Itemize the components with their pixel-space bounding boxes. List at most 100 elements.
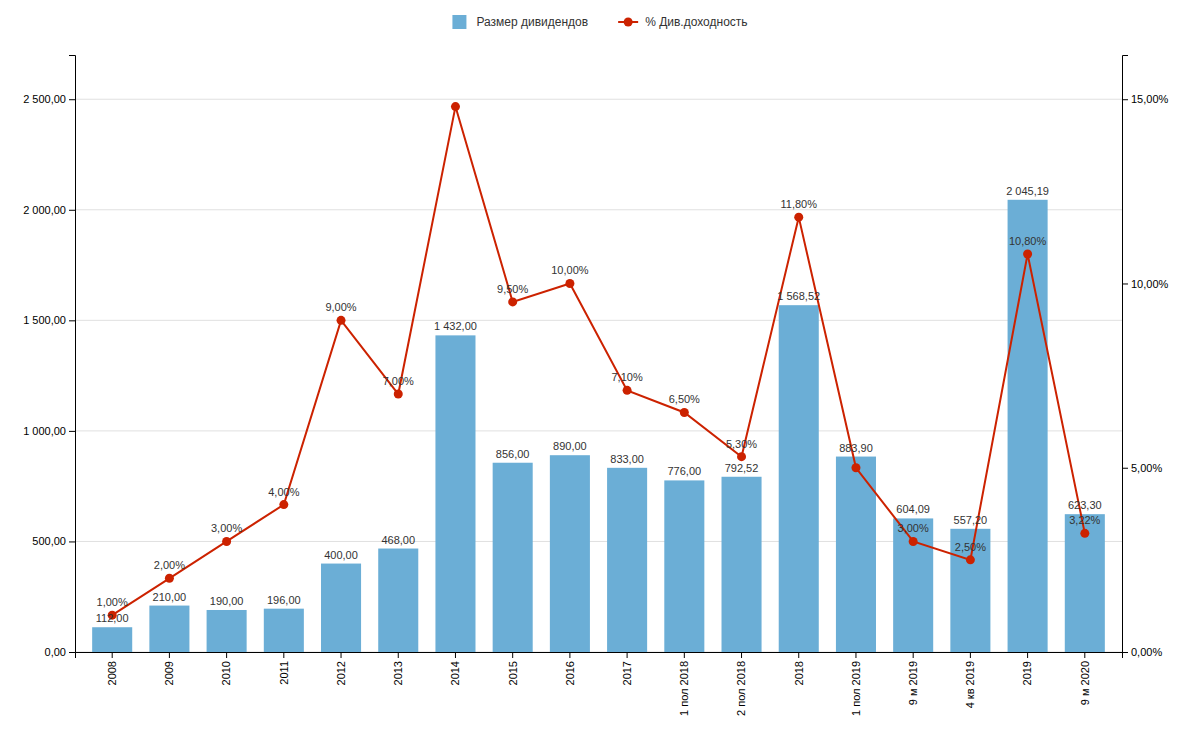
legend: Размер дивидендов % Див.доходность [452,15,747,29]
marker [508,297,517,306]
marker [966,555,975,564]
tick-mark [112,652,113,658]
bar [149,606,189,652]
x-tick-label: 4 кв 2019 [964,661,976,708]
marker [222,537,231,546]
x-tick: 4 кв 2019 [964,652,976,708]
line-label: 3,00% [211,522,242,534]
tick-mark [69,320,75,321]
line-label: 11,80% [780,198,817,210]
x-axis: 2008200920102011201220132014201520162017… [76,652,1123,716]
axis-line [76,653,1123,659]
x-tick-label: 2009 [163,661,175,685]
bar-label: 883,90 [839,442,873,454]
bar-label: 1 432,00 [434,320,477,332]
bar-label: 623,30 [1068,499,1102,511]
marker [337,316,346,325]
marker [394,390,403,399]
x-tick: 9 м 2020 [1079,652,1091,705]
tick-mark [569,652,570,658]
x-tick-label: 9 м 2020 [1079,661,1091,705]
tick-mark [283,652,284,658]
y2-axis-tick: 0,00% [1122,646,1162,658]
marker [279,500,288,509]
x-tick: 2015 [507,652,519,685]
bar-label: 557,20 [954,514,988,526]
tick-mark [741,652,742,658]
legend-label: % Див.доходность [645,15,747,29]
marker [909,537,918,546]
y2-axis-tick: 5,00% [1122,462,1162,474]
bar [92,627,132,652]
y-axis-tick: 0,00 [45,646,75,658]
x-tick: 2017 [621,652,633,685]
grid-line [75,209,1122,210]
axis-line [69,56,76,653]
tick-mark [970,652,971,658]
y2-axis-tick-label: 15,00% [1131,93,1169,105]
x-tick: 2011 [278,652,290,685]
markers [108,102,1090,620]
tick-mark [1122,283,1128,284]
bar [893,518,933,652]
bar [1008,200,1048,652]
bar-label: 2 045,19 [1006,185,1049,197]
x-tick: 2 пол 2018 [735,652,747,716]
x-tick-label: 2015 [507,661,519,685]
line-label: 4,00% [268,486,299,498]
y-axis-tick: 1 500,00 [23,314,75,326]
x-tick-label: 2016 [564,661,576,685]
tick-mark [1122,99,1128,100]
line-label: 5,30% [726,438,757,450]
tick-mark [1084,652,1085,658]
grid-line [75,320,1122,321]
x-tick-label: 2019 [1021,661,1033,685]
line-label: 10,80% [1009,235,1047,247]
bar-label: 856,00 [496,448,530,460]
marker [737,452,746,461]
tick-mark [855,652,856,658]
legend-swatch [452,15,466,29]
line-label: 1,00% [97,596,128,608]
bar [550,455,590,652]
y2-axis: 0,00% 5,00% 10,00% 15,00% [1122,56,1169,659]
tick-mark [226,652,227,658]
y-axis-tick-label: 1 000,00 [23,425,66,437]
tick-mark [69,541,75,542]
x-tick: 2018 [793,652,805,685]
x-tick-label: 2012 [335,661,347,685]
x-tick-label: 9 м 2019 [907,661,919,705]
y-axis-tick-label: 500,00 [32,535,66,547]
grid-line [75,99,1122,100]
bar-label: 890,00 [553,440,587,452]
tick-mark [627,652,628,658]
bar-label: 112,00 [96,612,129,624]
marker [1023,250,1032,259]
grid [75,99,1122,652]
bar-label: 833,00 [610,453,644,465]
legend-item: Размер дивидендов [452,15,588,29]
plot: 112,00210,00190,00196,00400,00468,001 43… [23,56,1168,716]
tick-mark [341,652,342,658]
bar [607,468,647,652]
x-tick-label: 1 пол 2019 [850,661,862,716]
bar-label: 196,00 [267,594,301,606]
bar [493,463,533,652]
line-label: 2,50% [955,541,986,553]
y2-axis-tick: 10,00% [1122,278,1169,290]
bar [207,610,247,652]
marks [92,102,1105,652]
marker [1080,529,1089,538]
bar-label: 776,00 [667,465,701,477]
y-axis-tick-label: 0,00 [45,646,66,658]
line-label: 3,00% [898,522,929,534]
x-tick: 2010 [220,652,232,685]
line [112,107,1085,616]
bar-label: 604,09 [896,503,930,515]
tick-mark [1027,652,1028,658]
y-axis-tick: 2 500,00 [23,93,75,105]
line-label: 7,10% [612,371,643,383]
tick-mark [69,210,75,211]
bar [321,564,361,652]
y2-axis-tick-label: 10,00% [1131,278,1169,290]
